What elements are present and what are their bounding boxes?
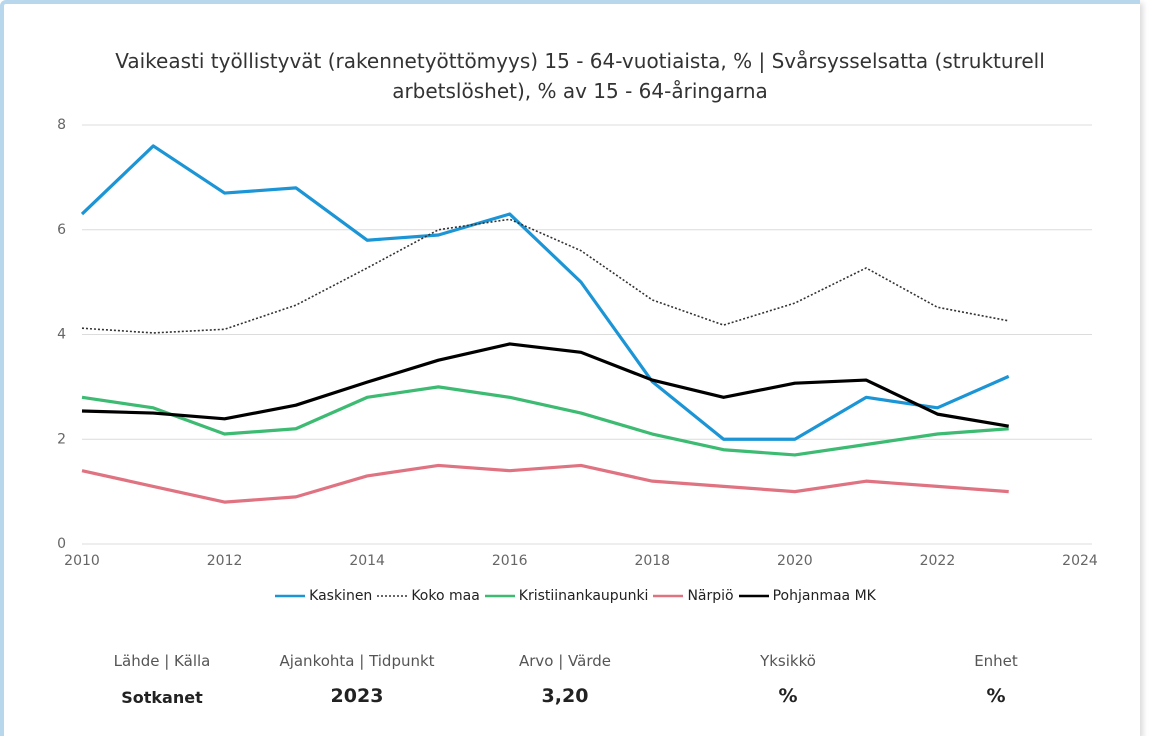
x-tick-label: 2020 — [777, 553, 813, 569]
summary-value: 2023 — [330, 685, 384, 707]
legend-label: Koko maa — [411, 588, 480, 604]
summary-value: 3,20 — [541, 685, 589, 707]
series-line — [81, 463, 1009, 504]
summary-value: Sotkanet — [121, 688, 203, 707]
summary-value: % — [778, 685, 798, 707]
legend-swatch — [653, 594, 684, 598]
legend-label: Pohjanmaa MK — [772, 588, 876, 604]
series-line — [81, 218, 1009, 334]
y-tick-label: 8 — [57, 117, 66, 133]
legend-label: Kristiinankaupunki — [518, 588, 649, 604]
summary-label: Arvo | Värde — [518, 652, 611, 670]
x-tick-label: 2012 — [207, 553, 243, 569]
y-tick-label: 2 — [57, 431, 66, 447]
legend-label: Kaskinen — [309, 588, 373, 604]
series-line — [81, 385, 1009, 457]
series-line — [81, 342, 1009, 428]
legend-item: Närpiö — [652, 588, 734, 604]
x-tick-label: 2010 — [64, 553, 100, 569]
summary-value: % — [986, 685, 1006, 707]
legend-item: Kristiinankaupunki — [484, 588, 649, 604]
legend-item: Pohjanmaa MK — [738, 588, 876, 604]
y-tick-label: 0 — [57, 536, 66, 552]
x-tick-label: 2022 — [920, 553, 956, 569]
x-tick-label: 2024 — [1062, 553, 1098, 569]
legend-label: Närpiö — [687, 588, 734, 604]
chart-title: Vaikeasti työllistyvät (rakennetyöttömyy… — [115, 49, 1045, 103]
x-tick-label: 2016 — [492, 553, 528, 569]
legend-swatch — [275, 594, 306, 598]
legend-swatch — [484, 594, 515, 598]
summary-label: Enhet — [974, 652, 1018, 670]
series-line — [80, 144, 1010, 441]
y-tick-label: 6 — [57, 222, 66, 238]
y-tick-label: 4 — [57, 327, 66, 343]
summary-label: Yksikkö — [760, 652, 816, 670]
summary-label: Ajankohta | Tidpunkt — [279, 652, 435, 670]
legend-swatch — [377, 595, 408, 597]
legend-swatch — [738, 594, 769, 598]
summary-label: Lähde | Källa — [113, 652, 211, 670]
legend-item: Koko maa — [376, 588, 480, 604]
legend-item: Kaskinen — [274, 588, 372, 604]
x-tick-label: 2014 — [349, 553, 385, 569]
x-tick-label: 2018 — [634, 553, 670, 569]
legend: Kaskinen Koko maa Kristiinankaupunki Närpiö… — [0, 588, 1150, 604]
